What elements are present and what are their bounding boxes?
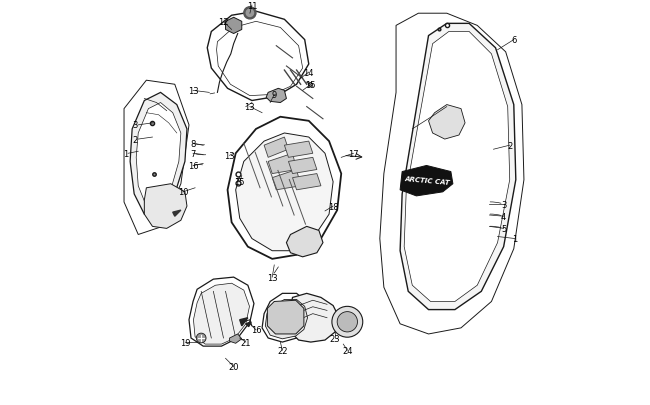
Text: 13: 13 xyxy=(188,87,198,96)
Polygon shape xyxy=(240,318,248,326)
Text: 16: 16 xyxy=(188,162,198,171)
Text: 18: 18 xyxy=(328,202,339,211)
Text: 14: 14 xyxy=(304,68,314,77)
Text: 19: 19 xyxy=(179,338,190,347)
Circle shape xyxy=(244,8,256,20)
Text: 10: 10 xyxy=(177,188,188,197)
Text: 3: 3 xyxy=(133,121,138,130)
Polygon shape xyxy=(262,294,311,342)
Polygon shape xyxy=(287,227,323,257)
Polygon shape xyxy=(289,294,339,342)
Text: 22: 22 xyxy=(277,346,287,355)
Polygon shape xyxy=(285,142,313,158)
Text: 8: 8 xyxy=(190,139,196,148)
Polygon shape xyxy=(229,334,242,343)
Text: ARCTIC CAT: ARCTIC CAT xyxy=(404,175,450,185)
Polygon shape xyxy=(207,12,309,101)
Text: 1: 1 xyxy=(123,149,128,158)
Text: 9: 9 xyxy=(272,91,277,100)
Circle shape xyxy=(337,312,358,332)
Text: 1: 1 xyxy=(512,234,517,243)
Text: 5: 5 xyxy=(501,224,506,233)
Polygon shape xyxy=(404,32,510,302)
Text: 17: 17 xyxy=(348,149,359,158)
Text: 15: 15 xyxy=(306,81,316,90)
Circle shape xyxy=(332,307,363,337)
Polygon shape xyxy=(268,154,296,174)
Polygon shape xyxy=(216,22,303,96)
Text: 11: 11 xyxy=(246,2,257,11)
Polygon shape xyxy=(265,300,307,339)
Text: 15: 15 xyxy=(235,178,245,187)
Polygon shape xyxy=(292,174,321,190)
Polygon shape xyxy=(227,117,341,259)
Text: 2: 2 xyxy=(133,135,138,144)
Polygon shape xyxy=(380,14,524,334)
Polygon shape xyxy=(264,138,289,158)
Text: 16: 16 xyxy=(251,326,261,335)
Text: 23: 23 xyxy=(330,334,341,343)
Polygon shape xyxy=(226,18,242,34)
Text: 13: 13 xyxy=(267,273,278,282)
Circle shape xyxy=(196,333,206,343)
Polygon shape xyxy=(428,105,465,140)
Polygon shape xyxy=(136,103,181,207)
Polygon shape xyxy=(246,322,251,327)
Circle shape xyxy=(246,10,254,17)
Polygon shape xyxy=(236,134,333,251)
Polygon shape xyxy=(130,93,187,215)
Text: 6: 6 xyxy=(511,36,517,45)
Polygon shape xyxy=(400,166,453,196)
Polygon shape xyxy=(173,211,181,217)
Text: 13: 13 xyxy=(224,151,235,160)
Text: 24: 24 xyxy=(342,346,352,355)
Text: 4: 4 xyxy=(501,212,506,221)
Polygon shape xyxy=(267,301,304,334)
Text: 12: 12 xyxy=(218,18,229,27)
Text: 3: 3 xyxy=(501,200,506,209)
Polygon shape xyxy=(189,277,254,346)
Polygon shape xyxy=(400,24,516,310)
Polygon shape xyxy=(272,170,301,190)
Polygon shape xyxy=(124,81,189,235)
Text: 7: 7 xyxy=(190,149,196,158)
Text: 21: 21 xyxy=(240,338,251,347)
Text: 20: 20 xyxy=(228,362,239,371)
Polygon shape xyxy=(194,284,250,344)
Polygon shape xyxy=(266,89,287,103)
Text: 13: 13 xyxy=(244,103,255,112)
Text: 2: 2 xyxy=(507,141,512,150)
Polygon shape xyxy=(289,158,317,174)
Polygon shape xyxy=(144,184,187,229)
